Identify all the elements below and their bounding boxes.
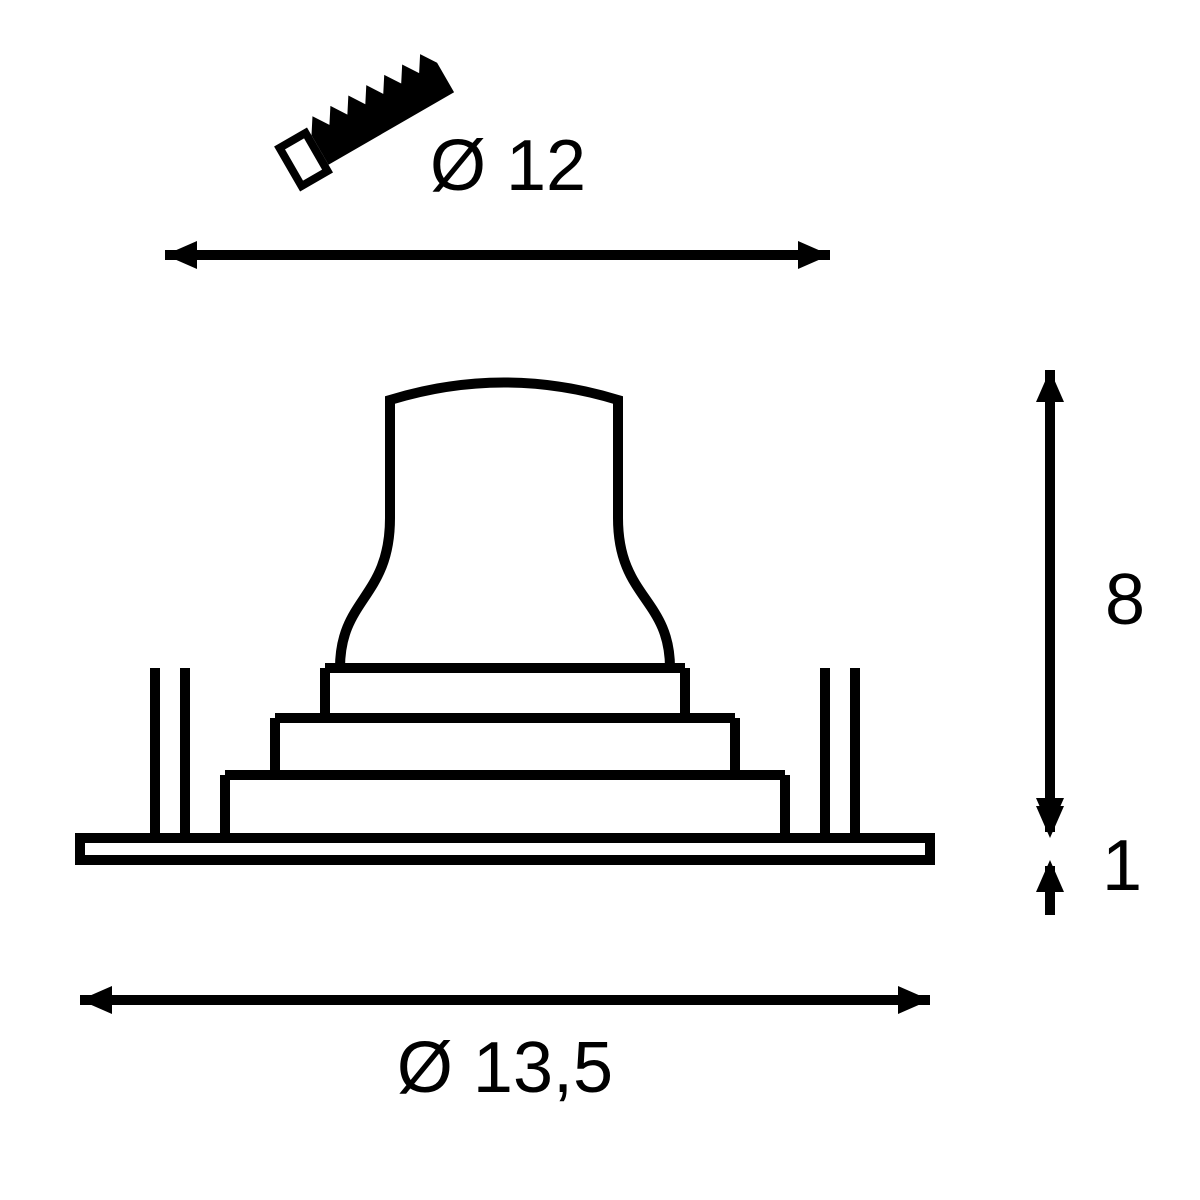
flange bbox=[80, 838, 930, 860]
dimension-diagram: Ø 12 Ø 13,5 8 1 bbox=[0, 0, 1200, 1200]
housing-outline bbox=[340, 383, 670, 669]
label-flange: 1 bbox=[1102, 826, 1142, 906]
label-height: 8 bbox=[1105, 560, 1145, 640]
label-outer-diameter: Ø 13,5 bbox=[397, 1028, 613, 1108]
label-cut-diameter: Ø 12 bbox=[430, 126, 586, 206]
